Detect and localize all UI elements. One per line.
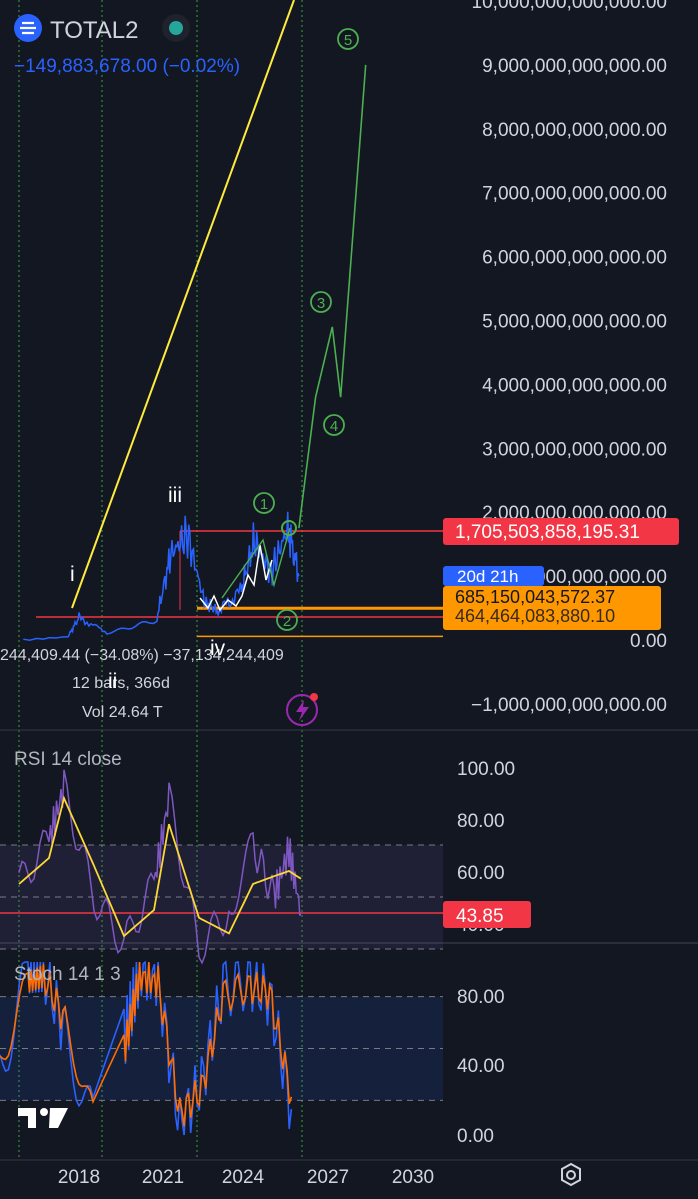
price-axis-label: 4,000,000,000,000.00	[482, 375, 667, 396]
projection-label-2: 2	[276, 609, 298, 631]
rsi-pane	[0, 769, 443, 965]
price-axis-label: 3,000,000,000,000.00	[482, 439, 667, 460]
rsi-ma-line	[18, 795, 302, 938]
rsi-title[interactable]: RSI 14 close	[14, 749, 122, 770]
stoch-title[interactable]: Stoch 14 1 3	[14, 964, 121, 985]
stoch-axis-label: 40.00	[457, 1056, 505, 1077]
stoch-pane	[0, 960, 443, 1136]
svg-text:3: 3	[317, 295, 325, 312]
price-axis-label: 10,000,000,000,000.00	[472, 0, 667, 13]
time-axis-label: 2021	[142, 1167, 184, 1188]
time-axis-label: 2024	[222, 1167, 265, 1188]
settings-gear-icon[interactable]	[561, 1162, 581, 1187]
wave-label-i: i	[70, 563, 75, 586]
svg-text:685,150,043,572.37: 685,150,043,572.37	[455, 587, 615, 607]
rsi-line	[18, 769, 302, 965]
svg-text:20d 21h: 20d 21h	[457, 567, 518, 586]
stoch-axis-label: 0.00	[457, 1126, 494, 1147]
measure-line-1: 244,409.44 (−34.08%) −37,134,244,409	[0, 647, 284, 664]
tradingview-logo-icon	[18, 1108, 68, 1128]
price-axis: 10,000,000,000,000.00 9,000,000,000,000.0…	[471, 0, 667, 716]
price-axis-label: 5,000,000,000,000.00	[482, 312, 667, 333]
svg-text:464,464,083,880.10: 464,464,083,880.10	[455, 606, 615, 626]
wave-label-ii: ii	[108, 670, 117, 693]
projection-label-5: 5	[337, 28, 359, 50]
white-subwave	[199, 544, 273, 612]
time-axis: 2018 2021 2024 2027 2030	[58, 1167, 434, 1188]
rsi-axis-label: 100.00	[457, 759, 515, 780]
wave-label-iii: iii	[168, 484, 182, 507]
price-axis-label: 0.00	[630, 631, 667, 652]
time-axis-label: 2018	[58, 1167, 100, 1188]
svg-text:5: 5	[344, 32, 352, 49]
yellow-trendline	[71, 0, 295, 609]
svg-text:43.85: 43.85	[456, 906, 504, 927]
resistance-badge: 1,705,503,858,195.31	[443, 518, 679, 545]
symbol-header[interactable]: TOTAL2	[14, 14, 190, 44]
projection-sub-line	[221, 527, 291, 599]
projection-label-3: 3	[310, 291, 332, 313]
svg-text:1: 1	[260, 496, 268, 513]
countdown-badge: 20d 21h	[443, 566, 544, 586]
symbol-name: TOTAL2	[50, 17, 138, 44]
vertical-markers	[18, 0, 303, 1160]
projection-line	[298, 64, 367, 529]
price-line	[23, 511, 300, 641]
measure-line-2: 12 bars, 366d	[72, 675, 170, 692]
price-axis-label: 8,000,000,000,000.00	[482, 120, 667, 141]
price-axis-label: 9,000,000,000,000.00	[482, 56, 667, 77]
time-axis-label: 2027	[307, 1167, 349, 1188]
svg-text:2: 2	[283, 613, 291, 630]
measure-line-3: Vol 24.64 T	[82, 704, 163, 721]
price-axis-label: 6,000,000,000,000.00	[482, 248, 667, 269]
lightning-alert-icon[interactable]	[286, 693, 318, 726]
wave-label-iv: iv	[210, 637, 226, 660]
svg-text:1,705,503,858,195.31: 1,705,503,858,195.31	[455, 522, 640, 543]
svg-text:4: 4	[330, 418, 338, 435]
stoch-axis-label: 80.00	[457, 987, 505, 1008]
stoch-d-line	[0, 961, 293, 1127]
time-axis-label: 2030	[392, 1167, 434, 1188]
projection-label-1: 1	[253, 492, 275, 514]
stoch-axis: 80.00 40.00 0.00	[457, 987, 505, 1147]
symbol-change: −149,883,678.00 (−0.02%)	[14, 56, 240, 77]
current-price-marker	[281, 520, 297, 536]
support-badge: 685,150,043,572.37 464,464,083,880.10	[443, 586, 661, 630]
price-axis-label: −1,000,000,000,000.00	[471, 695, 667, 716]
rsi-axis-label: 60.00	[457, 863, 505, 884]
rsi-value-badge: 43.85	[443, 901, 531, 928]
price-axis-label: 7,000,000,000,000.00	[482, 184, 667, 205]
projection-label-4: 4	[323, 414, 345, 436]
market-status-icon	[169, 21, 183, 35]
price-pane	[23, 0, 443, 641]
rsi-axis-label: 80.00	[457, 811, 505, 832]
